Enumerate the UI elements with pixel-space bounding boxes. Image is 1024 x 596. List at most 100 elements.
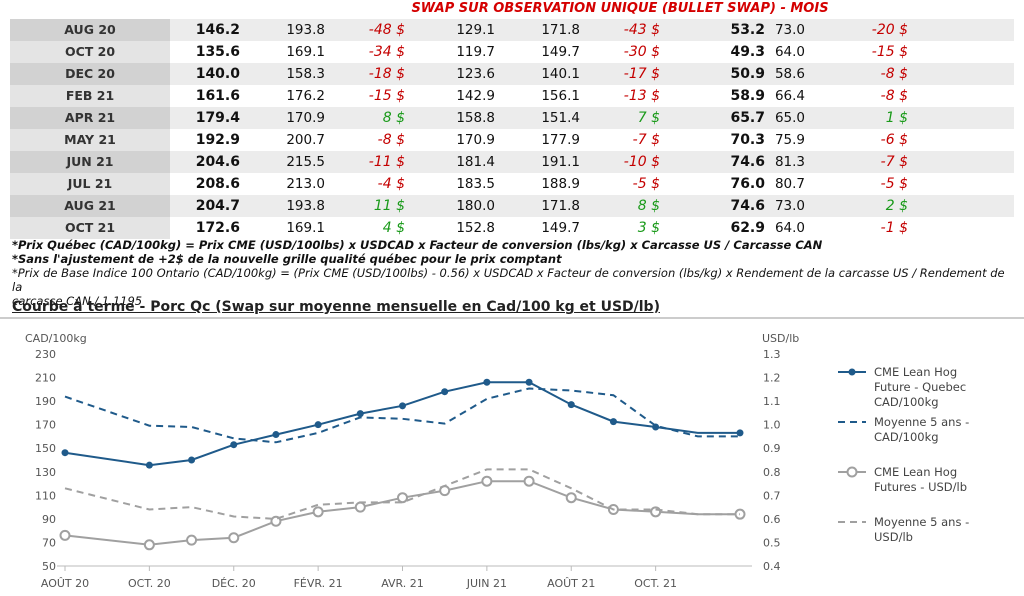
table-cell: 146.2 [195,22,240,38]
table-cell: -7 $ [880,154,908,170]
y-axis-right-label: USD/lb [762,332,799,345]
table-cell: 8 $ [382,110,405,126]
table-cell: 80.7 [774,176,805,192]
chart-title: Courbe à terme - Porc Qc (Swap sur moyen… [12,299,660,315]
table-cell: -8 $ [377,132,405,148]
table-cell: 169.1 [286,44,325,60]
legend-marker [846,466,858,478]
table-cell: 213.0 [286,176,325,192]
table-cell: -17 $ [623,66,660,82]
table-cell: -8 $ [880,88,908,104]
table-cell: 200.7 [286,132,325,148]
table-cell: 161.6 [195,88,240,104]
x-tick-label: AVR. 21 [381,577,424,590]
table-cell: 158.8 [456,110,495,126]
series-line-3 [64,480,740,546]
table-cell: 204.6 [195,154,240,170]
table-cell: 123.6 [456,66,495,82]
y-tick-label-left: 170 [35,419,56,432]
data-point [230,441,238,449]
data-point [565,492,577,504]
legend-label: CME Lean Hog [874,365,957,379]
table-cell: 204.7 [195,198,240,214]
table-cell: -4 $ [377,176,405,192]
table-cell: -6 $ [880,132,908,148]
y-tick-label-right: 1.2 [763,372,781,385]
table-cell: 65.7 [730,110,765,126]
table-cell: 177.9 [541,132,580,148]
table-cell: 70.3 [730,132,765,148]
table-cell: 140.1 [541,66,580,82]
x-tick-label: OCT. 21 [634,577,677,590]
data-point [354,501,366,513]
table-cell: 171.8 [541,22,580,38]
table-cell: 73.0 [774,198,805,214]
table-cell: 188.9 [541,176,580,192]
table-cell: 49.3 [730,44,765,60]
row-label: JUN 21 [10,151,170,173]
table-cell: 64.0 [774,220,805,236]
legend-label: CAD/100kg [874,430,939,444]
legend-label: Future - Quebec [874,380,966,394]
table-cell: -10 $ [623,154,660,170]
data-point [356,410,364,418]
table-cell: 158.3 [286,66,325,82]
data-point [61,449,69,457]
table-cell: 53.2 [730,22,765,38]
table-cell: -30 $ [623,44,660,60]
data-point [567,401,575,409]
swap-table: AUG 20 146.2 193.8 -48 $ 129.1 171.8 -43 $ 53.2… [10,19,1014,239]
y-tick-label-right: 0.4 [763,560,781,573]
table-cell: -18 $ [368,66,405,82]
table-cell: -8 $ [880,66,908,82]
table-cell: -5 $ [880,176,908,192]
y-tick-label-right: 1.0 [763,419,781,432]
table-cell: 7 $ [637,110,660,126]
table-cell: 156.1 [541,88,580,104]
table-row: AUG 21 204.7 193.8 11 $ 180.0 171.8 8 $ 74.6 73.… [10,195,1014,217]
table-cell: 64.0 [774,44,805,60]
y-tick-label-left: 70 [42,536,56,549]
table-cell: -15 $ [871,44,908,60]
series-line-1 [64,381,740,467]
footnotes: *Prix Québec (CAD/100kg) = Prix CME (USD… [12,238,1012,308]
y-tick-label-left: 230 [35,348,56,361]
x-tick-label: AOÛT 20 [41,577,89,590]
table-cell: 129.1 [456,22,495,38]
table-cell: 142.9 [456,88,495,104]
data-point [609,418,617,426]
table-row: OCT 21 172.6 169.1 4 $ 152.8 149.7 3 $ 62.9 64.0… [10,217,1014,239]
table-header: SWAP SUR OBSERVATION UNIQUE (BULLET SWAP… [411,1,829,16]
x-tick-label: DÉC. 20 [212,577,256,590]
y-tick-label-right: 0.9 [763,442,781,455]
table-cell: 149.7 [541,44,580,60]
footnote-2: *Sans l'ajustement de +2$ de la nouvelle… [12,252,562,266]
legend-label: Futures - USD/lb [874,480,967,494]
data-point [523,475,535,487]
data-point [483,378,491,386]
data-point [228,532,240,544]
table-cell: 62.9 [730,220,765,236]
data-point [186,534,198,546]
table-cell: 170.9 [286,110,325,126]
table-cell: 170.9 [456,132,495,148]
legend-label: Moyenne 5 ans - [874,515,969,529]
x-tick-label: AOÛT 21 [547,577,595,590]
table-cell: 169.1 [286,220,325,236]
x-tick-label: FÉVR. 21 [294,577,343,590]
y-tick-label-right: 0.5 [763,536,781,549]
table-cell: 73.0 [774,22,805,38]
table-cell: 2 $ [885,198,908,214]
table-cell: 140.0 [195,66,240,82]
y-tick-label-right: 1.1 [763,395,781,408]
data-point [188,456,196,464]
legend-label: Moyenne 5 ans - [874,415,969,429]
table-row: AUG 20 146.2 193.8 -48 $ 129.1 171.8 -43 $ 53.2… [10,19,1014,41]
table-cell: -48 $ [368,22,405,38]
y-axis-left-label: CAD/100kg [25,332,87,345]
table-row: JUL 21 208.6 213.0 -4 $ 183.5 188.9 -5 $ 76.0 80… [10,173,1014,195]
data-point [441,388,449,396]
y-tick-label-left: 90 [42,513,56,526]
table-cell: 181.4 [456,154,495,170]
table-cell: 135.6 [195,44,240,60]
